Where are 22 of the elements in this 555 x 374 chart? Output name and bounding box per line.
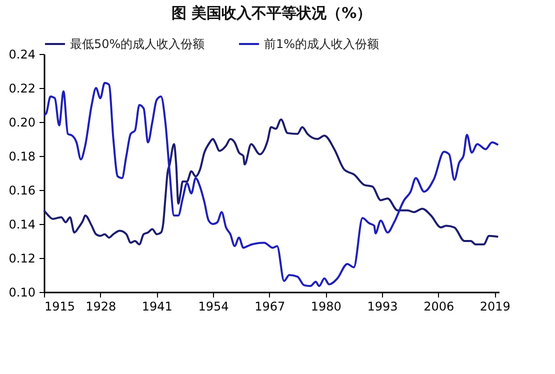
x-tick-label: 1928 [86,300,116,314]
x-tick-label: 1967 [254,300,286,314]
y-tick-label: 0.24 [8,48,36,62]
chart-title: 图 美国收入不平等状况（%） [171,4,372,22]
y-tick-label: 0.16 [8,184,36,198]
y-tick-label: 0.10 [8,286,36,300]
x-tick-label: 2006 [424,300,454,314]
x-tick-label: 1993 [367,300,398,314]
x-tick-label: 1941 [142,300,172,314]
x-tick-label: 1980 [310,300,342,314]
x-tick-label: 2019 [480,300,510,314]
line-series [43,82,500,288]
y-tick-label: 0.22 [8,82,36,96]
y-tick-label: 0.14 [8,218,36,232]
legend-label: 最低50%的成人收入份额 [70,37,205,51]
y-tick-label: 0.20 [8,116,36,130]
line-series [43,118,500,246]
y-tick-label: 0.18 [8,150,36,164]
x-tick-label: 1915 [44,300,76,314]
x-tick-label: 1954 [198,300,229,314]
y-tick-label: 0.12 [8,252,36,266]
legend-label: 前1%的成人收入份额 [264,37,380,51]
